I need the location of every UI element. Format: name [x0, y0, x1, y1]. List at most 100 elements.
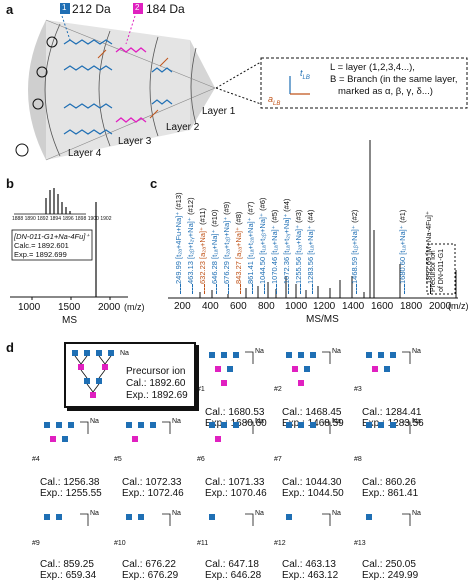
c-xunit: (m/z) [448, 301, 469, 311]
legend-t: tLB [300, 68, 310, 81]
monomer-unit [378, 422, 384, 428]
charge-bracket [402, 421, 411, 434]
fragment-id: #13 [354, 540, 366, 547]
peak-label-id: (#7) [246, 201, 255, 218]
fragment-cal: Cal.: 1284.41 [362, 407, 422, 418]
peak-label-id: (#6) [258, 197, 267, 214]
peak-label-id: (#1) [398, 209, 407, 226]
fragment-na: Na [255, 348, 264, 355]
peak-label-id: (#8) [234, 211, 243, 227]
monomer-unit [221, 352, 227, 358]
mass-label-1: 212 Da [72, 2, 111, 16]
monomer-unit [44, 422, 50, 428]
peak-label-leader [356, 284, 357, 294]
legend-text: L = layer (1,2,3,4...), B = Branch (in t… [330, 62, 458, 97]
fragment-card: Na #7 Cal.: 1044.30 Exp.: 1044.50 [274, 418, 364, 499]
fragment-cal: Cal.: 647.18 [205, 559, 259, 570]
fragment-na: Na [255, 418, 264, 425]
monomer-unit [215, 436, 221, 442]
monomer-unit [298, 380, 304, 386]
monomer-unit [215, 366, 221, 372]
charge-bracket [322, 421, 331, 434]
fragment-card: Na #10 Cal.: 676.22 Exp.: 676.29 [114, 510, 204, 581]
peak-label-id: (#4) [282, 198, 291, 214]
peak-label: 1255.56 [t₂ₐ+Na]⁺ (#3) [294, 170, 306, 285]
fragment-na: Na [332, 510, 341, 517]
charge-bracket [245, 421, 254, 434]
charge-bracket [245, 513, 254, 526]
peak-label-text: 1283.56 [t₁ₐ+Na]⁺ [306, 225, 315, 284]
fragment-card: Na #13 Cal.: 250.05 Exp.: 249.99 [354, 510, 444, 581]
fragment-na: Na [412, 418, 421, 425]
peak-label-text: 1892.69 [M+Na-4Fu]⁺ [424, 211, 433, 284]
fragment-cal: Cal.: 1680.53 [205, 407, 265, 418]
fragment-structure [286, 513, 331, 526]
fragment-id: #7 [274, 456, 282, 463]
peak-label-leader [204, 284, 205, 294]
fragment-id: #1 [197, 386, 205, 393]
monomer-unit [209, 352, 215, 358]
peak-label: 1892.69 [M+Na-4Fu]⁺ [424, 170, 436, 284]
panel-b-spectrum [10, 188, 128, 300]
monomer-unit [138, 422, 144, 428]
fragment-cal: Cal.: 1071.33 [205, 477, 265, 488]
fragment-cal: Cal.: 250.05 [362, 559, 416, 570]
peak-label: 1072.36 [t₁ₐ+t₂ᵧ+Na]⁺ (#4) [282, 170, 294, 284]
fragment-cal: Cal.: 1256.38 [40, 477, 100, 488]
fragment-na: Na [332, 348, 341, 355]
mass-box-1: 1 [62, 3, 67, 12]
peak-label-text: 1468.59 [t₁ᵦ+Na]⁺ [350, 225, 359, 284]
legend-a: aLB [268, 94, 281, 107]
fragment-card: Na #6 Cal.: 1071.33 Exp.: 1070.46 [197, 418, 287, 499]
fragment-exp: Exp.: 646.28 [205, 570, 262, 581]
fragment-id: #10 [114, 540, 126, 547]
peak-label-id: (#10) [210, 209, 219, 230]
fragment-na: Na [412, 348, 421, 355]
fragment-id: #11 [197, 540, 209, 547]
monomer-unit [68, 422, 74, 428]
peak-label-id: (#2) [350, 209, 359, 226]
b-xtick-1000: 1000 [18, 302, 41, 313]
precursor-na: Na [120, 350, 129, 357]
b-formula-box: [DN-011-G1+Na-4Fu]⁺ Calc.= 1892.601 Exp.… [14, 232, 90, 259]
monomer-unit [378, 352, 384, 358]
monomer-unit [286, 422, 292, 428]
peak-label: 1044.50 [t₁ₐ+t₂ᵦ+Na]⁺ (#6) [258, 170, 270, 284]
peak-label-id: (#11) [198, 207, 207, 227]
fragment-exp: Exp.: 861.41 [362, 488, 419, 499]
monomer-unit [209, 514, 215, 520]
fragment-id: #4 [32, 456, 40, 463]
fragment-id: #8 [354, 456, 362, 463]
peak-label-text: 249.99 [t₂ₐ+4Fu+Na]⁺ [174, 211, 183, 284]
monomer-unit [56, 422, 62, 428]
monomer-unit [390, 352, 396, 358]
fragment-structure [209, 351, 254, 386]
monomer-unit [233, 422, 239, 428]
peak-label-leader [228, 284, 229, 294]
monomer-unit [126, 422, 132, 428]
peak-label-text: 646.28 [t₁ₐ+Na]⁺ [210, 229, 219, 284]
panel-d-label: d [6, 340, 14, 355]
precursor-title: Precursor ion [126, 366, 186, 377]
peak-label: 843.27 [a₂ₐ+Na]⁺ (#8) [234, 170, 246, 284]
b-xtick-2000: 2000 [98, 302, 121, 313]
peak-label-text: 843.27 [a₂ₐ+Na]⁺ [234, 227, 243, 284]
fragment-structure [44, 421, 89, 442]
peak-label-leader [264, 284, 265, 294]
fragment-na: Na [90, 418, 99, 425]
fragment-id: #3 [354, 386, 362, 393]
peak-label: 1468.59 [t₁ᵦ+Na]⁺ (#2) [350, 170, 362, 284]
peak-label-text: 632.23 [a₂ₐ+Na]⁺ [198, 227, 207, 284]
peak-label-leader [312, 284, 313, 294]
monomer-unit [50, 436, 56, 442]
fragment-structure [286, 351, 331, 386]
peak-label-leader [430, 284, 431, 294]
fragment-card: Na #8 Cal.: 860.26 Exp.: 861.41 [354, 418, 444, 499]
fragment-structure [366, 513, 411, 526]
layer-1-label: Layer 1 [202, 106, 236, 117]
fragment-id: #5 [114, 456, 122, 463]
monomer-unit [227, 366, 233, 372]
fragment-card: Na #9 Cal.: 859.25 Exp.: 659.34 [32, 510, 122, 581]
peak-label-text: 1255.56 [t₂ₐ+Na]⁺ [294, 224, 303, 284]
monomer-unit [298, 422, 304, 428]
